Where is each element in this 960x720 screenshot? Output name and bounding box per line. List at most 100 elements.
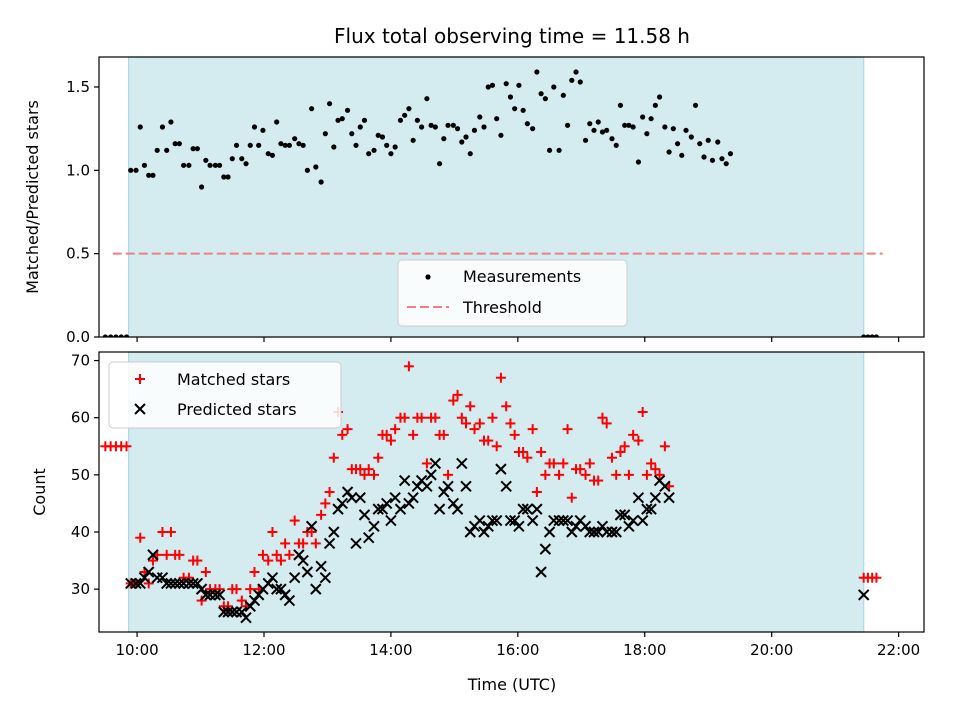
measurement-point <box>674 141 681 147</box>
predicted-star-point <box>438 486 450 498</box>
predicted-star-point <box>447 497 460 510</box>
measurement-point <box>256 142 262 148</box>
matched-star-point <box>580 469 591 480</box>
matched-star-point <box>637 407 648 417</box>
measurement-point <box>454 126 461 132</box>
predicted-star-point <box>442 480 454 492</box>
matched-star-point <box>245 584 256 595</box>
measurement-point <box>463 134 469 140</box>
measurement-point <box>194 146 200 152</box>
matched-star-point <box>566 492 577 503</box>
measurement-point <box>577 79 583 85</box>
predicted-star-point <box>363 532 375 544</box>
matched-star-point <box>399 412 410 423</box>
matched-star-point <box>461 418 472 429</box>
legend-label-matched: Matched stars <box>177 370 290 389</box>
matched-star-point <box>623 469 634 480</box>
measurement-point <box>410 137 416 143</box>
measurement-point <box>512 106 518 112</box>
predicted-star-point <box>425 469 437 481</box>
measurement-point <box>424 96 430 102</box>
predicted-star-point <box>236 606 248 618</box>
matched-star-point <box>328 452 339 463</box>
measurement-point <box>397 117 404 123</box>
measurement-point <box>102 334 108 337</box>
matched-star-point <box>342 424 353 435</box>
y-tick-label: 1.5 <box>66 78 90 96</box>
measurement-point <box>683 127 689 133</box>
predicted-star-point <box>323 537 336 550</box>
predicted-star-point <box>543 526 556 538</box>
predicted-star-point <box>460 480 472 492</box>
predicted-star-point <box>368 520 380 532</box>
predicted-star-point <box>380 497 393 510</box>
predicted-star-point <box>200 589 212 601</box>
matched-star-point <box>337 429 348 440</box>
measurement-point <box>164 147 170 153</box>
measurement-point <box>715 139 721 145</box>
predicted-star-point <box>226 606 238 618</box>
matched-star-point <box>421 458 432 469</box>
predicted-star-point <box>183 577 195 590</box>
measurement-point <box>604 127 610 133</box>
matched-star-point <box>249 567 260 577</box>
y-tick-label: 40 <box>71 523 90 541</box>
matched-star-point <box>196 595 207 606</box>
y-tick-label: 70 <box>71 352 90 370</box>
predicted-star-point <box>623 520 635 532</box>
matched-star-point <box>495 372 506 383</box>
matched-star-point <box>369 469 379 480</box>
legend-label-threshold: Threshold <box>462 298 542 317</box>
predicted-star-point <box>649 492 662 504</box>
matched-star-point <box>438 429 449 440</box>
measurement-point <box>507 94 514 100</box>
measurement-point <box>524 121 530 127</box>
predicted-star-point <box>305 520 318 532</box>
measurement-point <box>176 141 182 147</box>
measurement-point <box>551 84 557 90</box>
measurement-point <box>542 96 548 102</box>
x-tick-label: 14:00 <box>369 641 412 659</box>
measurement-point <box>190 146 196 152</box>
predicted-star-point <box>350 537 362 550</box>
measurement-point <box>243 161 249 167</box>
matched-star-point <box>518 447 529 457</box>
measurement-point <box>304 167 310 173</box>
measurement-point <box>212 162 218 168</box>
predicted-star-point <box>398 474 411 487</box>
top-legend: Measurements Threshold <box>397 259 628 327</box>
predicted-star-point <box>504 514 517 527</box>
predicted-star-point <box>195 583 208 595</box>
measurement-point <box>538 91 544 97</box>
predicted-star-point <box>627 514 639 527</box>
matched-star-point <box>316 509 327 520</box>
predicted-star-point <box>433 503 446 515</box>
predicted-star-point <box>610 526 622 538</box>
matched-star-point <box>390 424 401 435</box>
measurement-point <box>247 142 253 148</box>
predicted-star-point <box>570 520 582 532</box>
matched-star-point <box>487 412 498 423</box>
measurement-point <box>159 124 166 130</box>
measurement-point <box>123 334 130 337</box>
predicted-star-point <box>531 503 543 515</box>
predicted-star-point <box>213 589 226 601</box>
predicted-star-point <box>191 577 204 590</box>
x-tick-label: 20:00 <box>750 641 793 659</box>
measurement-point <box>344 107 351 113</box>
measurement-point <box>516 82 522 88</box>
matched-star-point <box>381 429 392 440</box>
matched-star-point <box>615 447 626 457</box>
predicted-star-point <box>592 526 604 538</box>
measurement-point <box>269 152 276 158</box>
x-axis-label: Time (UTC) <box>467 675 556 694</box>
predicted-star-point <box>394 503 407 515</box>
matched-star-point <box>501 401 512 412</box>
matched-star-point <box>430 412 441 423</box>
matched-star-point <box>593 475 604 486</box>
measurement-point <box>705 137 711 143</box>
predicted-star-point <box>456 457 468 470</box>
predicted-star-point <box>279 589 291 601</box>
measurement-point <box>546 147 553 153</box>
matched-star-point <box>385 435 396 446</box>
